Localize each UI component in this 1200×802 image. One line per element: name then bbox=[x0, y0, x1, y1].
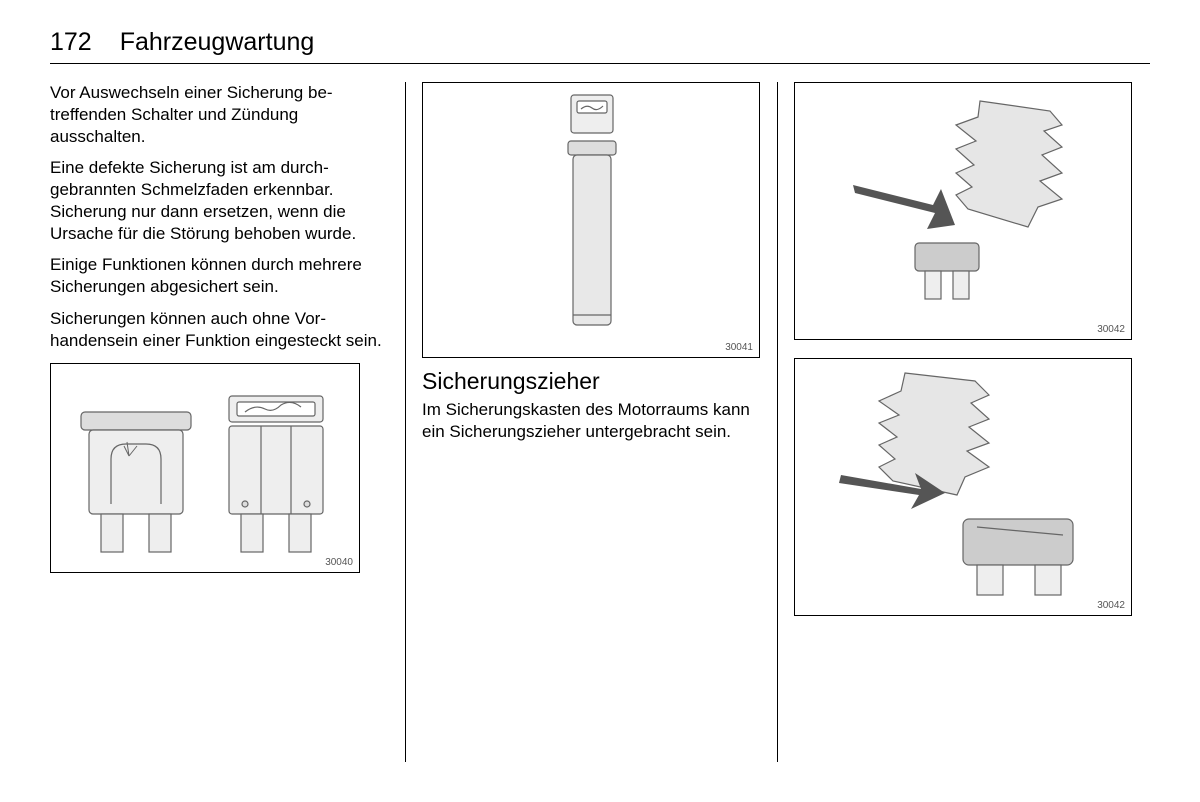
col1-paragraph-4: Sicherungen können auch ohne Vor­handens… bbox=[50, 308, 389, 352]
figure-fuse-puller-id: 30041 bbox=[725, 342, 753, 353]
illustration-fuses bbox=[51, 364, 361, 574]
illustration-puller-mini bbox=[795, 83, 1133, 341]
column-2: 30041 Sicherungszieher Im Sicherungskast… bbox=[422, 82, 778, 762]
col1-paragraph-2: Eine defekte Sicherung ist am durch­gebr… bbox=[50, 157, 389, 244]
column-3: 30042 30042 bbox=[794, 82, 1150, 762]
header-rule bbox=[50, 63, 1150, 64]
col1-paragraph-3: Einige Funktionen können durch mehrere S… bbox=[50, 254, 389, 298]
column-1: Vor Auswechseln einer Sicherung be­treff… bbox=[50, 82, 406, 762]
subheading-fuse-puller: Sicherungszieher bbox=[422, 368, 761, 395]
col1-paragraph-1: Vor Auswechseln einer Sicherung be­treff… bbox=[50, 82, 389, 147]
content-columns: Vor Auswechseln einer Sicherung be­treff… bbox=[50, 82, 1150, 762]
figure-puller-large-fuse: 30042 bbox=[794, 358, 1132, 616]
figure-fuse-puller: 30041 bbox=[422, 82, 760, 358]
page-header: 172 Fahrzeugwartung bbox=[50, 28, 1150, 57]
figure-puller-small-id: 30042 bbox=[1097, 324, 1125, 335]
figure-puller-large-id: 30042 bbox=[1097, 600, 1125, 611]
page-number: 172 bbox=[50, 28, 92, 57]
figure-puller-small-fuse: 30042 bbox=[794, 82, 1132, 340]
figure-fuses: 30040 bbox=[50, 363, 360, 573]
arrow-icon bbox=[853, 185, 955, 229]
col2-paragraph-1: Im Sicherungskasten des Motor­raums kann… bbox=[422, 399, 761, 443]
figure-fuses-id: 30040 bbox=[325, 557, 353, 568]
illustration-fuse-puller bbox=[423, 83, 761, 359]
chapter-title: Fahrzeugwartung bbox=[120, 28, 315, 57]
illustration-puller-standard bbox=[795, 359, 1133, 617]
